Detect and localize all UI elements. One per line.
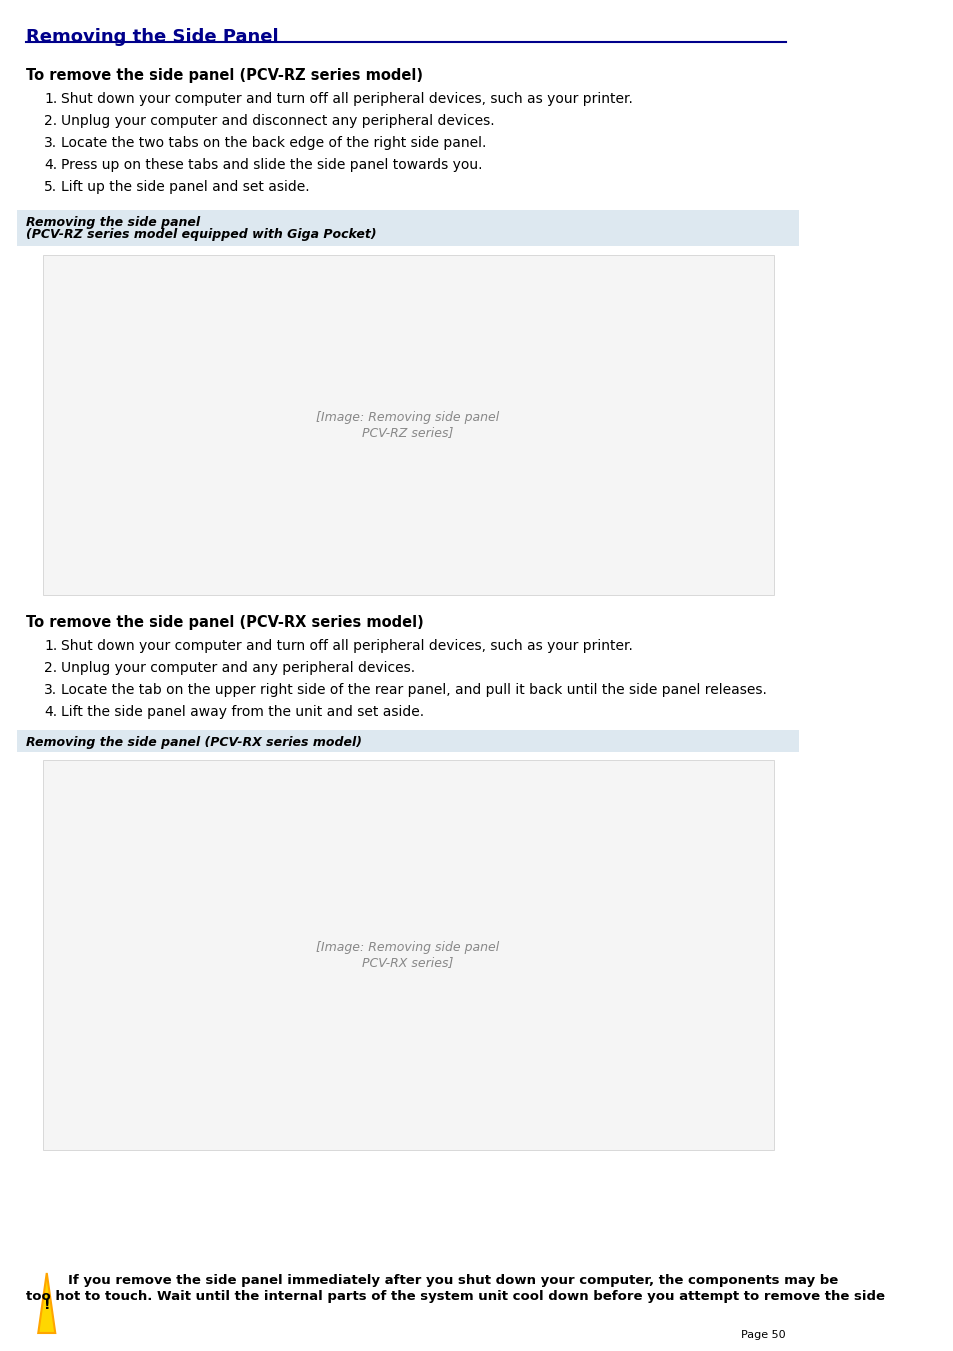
Text: too hot to touch. Wait until the internal parts of the system unit cool down bef: too hot to touch. Wait until the interna… (26, 1290, 883, 1302)
Text: [Image: Removing side panel
PCV-RX series]: [Image: Removing side panel PCV-RX serie… (316, 942, 499, 969)
Text: 1.: 1. (44, 639, 57, 653)
Text: If you remove the side panel immediately after you shut down your computer, the : If you remove the side panel immediately… (68, 1274, 838, 1288)
Text: To remove the side panel (PCV-RZ series model): To remove the side panel (PCV-RZ series … (26, 68, 422, 82)
Text: Page 50: Page 50 (740, 1329, 784, 1340)
Text: Locate the tab on the upper right side of the rear panel, and pull it back until: Locate the tab on the upper right side o… (61, 684, 766, 697)
Text: 3.: 3. (44, 136, 57, 150)
FancyBboxPatch shape (43, 255, 773, 594)
Text: [Image: Removing side panel
PCV-RZ series]: [Image: Removing side panel PCV-RZ serie… (316, 411, 499, 439)
Text: 2.: 2. (44, 113, 57, 128)
Text: To remove the side panel (PCV-RX series model): To remove the side panel (PCV-RX series … (26, 615, 423, 630)
Text: 4.: 4. (44, 158, 57, 172)
Text: 5.: 5. (44, 180, 57, 195)
Text: Unplug your computer and any peripheral devices.: Unplug your computer and any peripheral … (61, 661, 415, 676)
Text: (PCV-RZ series model equipped with Giga Pocket): (PCV-RZ series model equipped with Giga … (26, 228, 375, 240)
FancyBboxPatch shape (17, 730, 799, 753)
FancyBboxPatch shape (17, 209, 799, 246)
Text: Unplug your computer and disconnect any peripheral devices.: Unplug your computer and disconnect any … (61, 113, 495, 128)
Text: !: ! (44, 1298, 50, 1312)
Text: 4.: 4. (44, 705, 57, 719)
Text: Removing the side panel (PCV-RX series model): Removing the side panel (PCV-RX series m… (26, 736, 361, 748)
Text: Removing the side panel: Removing the side panel (26, 216, 199, 230)
Text: Press up on these tabs and slide the side panel towards you.: Press up on these tabs and slide the sid… (61, 158, 482, 172)
Text: 3.: 3. (44, 684, 57, 697)
Text: Shut down your computer and turn off all peripheral devices, such as your printe: Shut down your computer and turn off all… (61, 92, 633, 105)
Text: 2.: 2. (44, 661, 57, 676)
FancyBboxPatch shape (17, 1269, 799, 1337)
FancyBboxPatch shape (43, 761, 773, 1150)
Text: Locate the two tabs on the back edge of the right side panel.: Locate the two tabs on the back edge of … (61, 136, 486, 150)
Text: Shut down your computer and turn off all peripheral devices, such as your printe: Shut down your computer and turn off all… (61, 639, 633, 653)
Text: Lift the side panel away from the unit and set aside.: Lift the side panel away from the unit a… (61, 705, 424, 719)
Text: Lift up the side panel and set aside.: Lift up the side panel and set aside. (61, 180, 310, 195)
Text: Removing the Side Panel: Removing the Side Panel (26, 28, 278, 46)
Polygon shape (38, 1273, 55, 1333)
Text: 1.: 1. (44, 92, 57, 105)
